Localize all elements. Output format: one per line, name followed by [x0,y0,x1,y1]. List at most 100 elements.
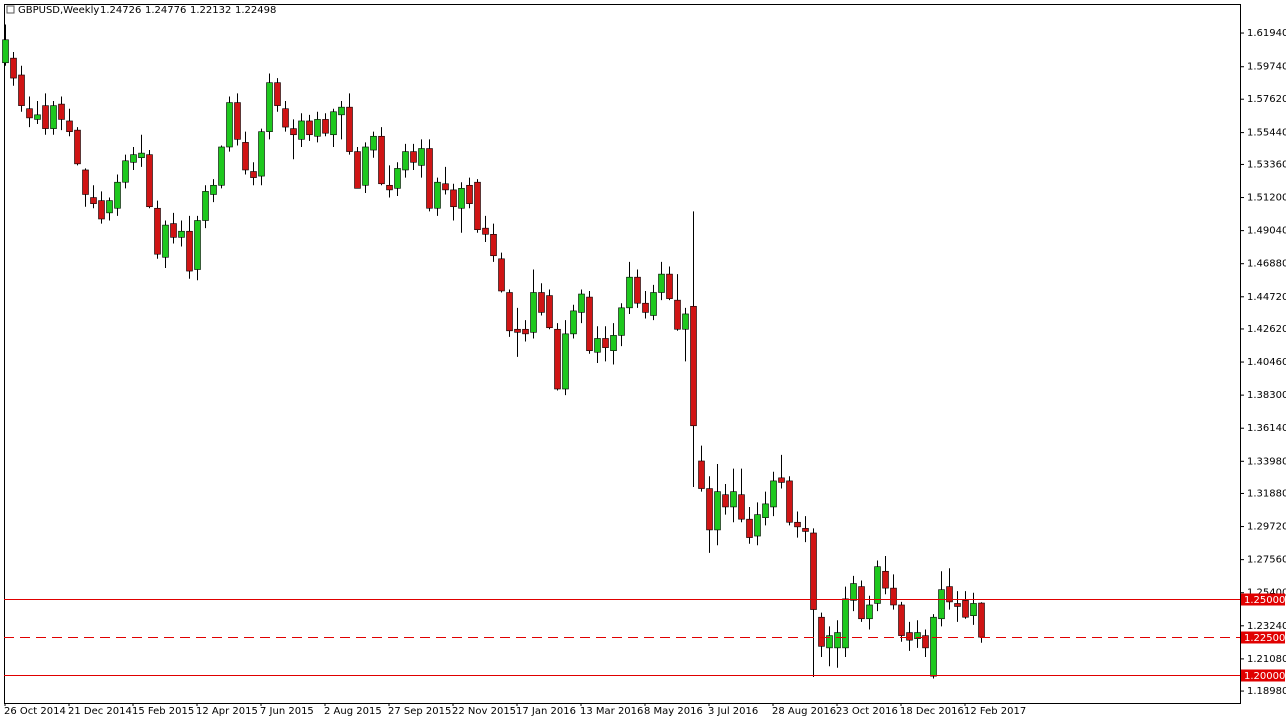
candle-body [538,292,545,313]
candle-body [642,302,649,313]
y-tick-label: 1.42620 [1247,324,1286,335]
candle-body [682,313,689,330]
candle-body [594,338,601,353]
y-tick-label: 1.23240 [1247,621,1286,632]
candle-body [90,197,97,204]
candle-body [394,168,401,189]
candle-body [666,273,673,299]
candle-body [834,632,841,649]
candle-body [898,604,905,636]
candle-body [202,191,209,221]
candle-body [194,220,201,270]
candle-body [786,480,793,523]
candle-body [138,152,145,159]
candle-body [146,154,153,208]
y-tick-label: 1.29720 [1247,522,1286,533]
candle-body [2,39,9,64]
candle-body [938,589,945,620]
y-tick-label: 1.46880 [1247,259,1286,270]
candle-body [850,583,857,601]
x-tick-label: 17 Jan 2016 [516,706,576,717]
x-tick-label: 2 Aug 2015 [324,706,382,717]
candle-body [354,151,361,189]
candle-body [258,131,265,177]
candle-body [498,258,505,292]
y-tick-label: 1.57620 [1247,94,1286,105]
candle-body [306,120,313,136]
y-tick-label: 1.49040 [1247,226,1286,237]
candle-body [522,328,529,335]
y-tick-label: 1.40460 [1247,357,1286,368]
x-tick-label: 15 Feb 2015 [132,706,194,717]
y-tick-label: 1.53360 [1247,159,1286,170]
y-tick-label: 1.38300 [1247,390,1286,401]
x-tick-label: 26 Oct 2014 [4,706,66,717]
candle-body [978,602,985,638]
x-tick-label: 13 Mar 2016 [580,706,643,717]
candle-body [626,276,633,309]
candle-body [378,135,385,185]
candle-body [170,223,177,238]
candle-body [66,120,73,132]
candle-body [610,335,617,352]
candle-body [890,587,897,606]
candle-body [442,183,449,191]
symbol-icon [6,5,15,14]
candle-body [122,160,129,183]
candle-body [450,189,457,208]
y-tick-label: 1.59740 [1247,62,1286,73]
candle-body [570,310,577,335]
candle-body [882,570,889,589]
candle-body [562,333,569,390]
candle-body [970,603,977,616]
candle-body [874,566,881,604]
candle-body [210,184,217,195]
candle-body [794,521,801,528]
plot-frame [4,4,1241,704]
candle-body [26,108,33,119]
candle-body [658,273,665,293]
y-tick-label: 1.44720 [1247,292,1286,303]
candle-body [650,292,657,316]
candle-body [810,532,817,610]
candle-body [58,103,65,120]
x-tick-label: 3 Jul 2016 [708,706,758,717]
candle-body [602,338,609,348]
candle-body [674,299,681,330]
candle-body [906,632,913,641]
level-label-bg [1241,631,1285,644]
candle-body [506,292,513,332]
candle-body [698,460,705,489]
candle-body [330,111,337,136]
candle-body [714,491,721,531]
level-label-bg [1241,669,1285,682]
candle-body [546,295,553,329]
header-ohlc: 1.22498 [235,5,276,16]
y-tick-label: 1.36140 [1247,423,1286,434]
candle-body [266,82,273,132]
candle-body [762,503,769,518]
header-ohlc: 1.24726 [100,5,141,16]
candle-body [282,108,289,128]
candle-body [34,114,41,120]
y-tick-label: 1.51200 [1247,193,1286,204]
candle-body [770,480,777,508]
candle-body [50,105,57,129]
chart-title: GBPUSD,Weekly [18,5,99,16]
candle-body [866,604,873,620]
candle-body [74,129,81,165]
candle-body [18,74,25,106]
level-label: 1.20000 [1244,671,1285,682]
y-tick-label: 1.31880 [1247,488,1286,499]
candle-body [738,494,745,520]
y-tick-label: 1.55440 [1247,128,1286,139]
candle-body [386,184,393,191]
header-ohlc: 1.24776 [145,5,186,16]
y-tick-label: 1.33980 [1247,456,1286,467]
candle-body [298,120,305,140]
candle-body [618,307,625,336]
candle-body [274,82,281,106]
candle-body [490,233,497,257]
